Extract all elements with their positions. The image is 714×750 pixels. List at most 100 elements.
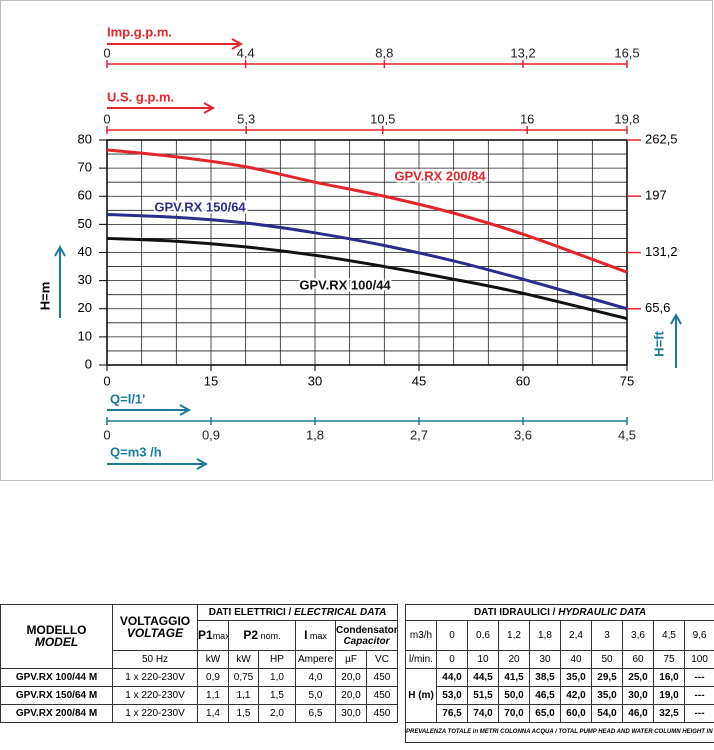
- group-header: DATI ELETTRICI / ELECTRICAL DATA: [197, 604, 398, 621]
- tick-label: 4,4: [237, 45, 255, 60]
- table-cell: 46,0: [622, 704, 654, 723]
- table-cell: 53,0: [436, 686, 468, 705]
- model-header: MODELLO MODEL: [0, 604, 113, 669]
- arrow: [107, 102, 216, 114]
- cell-text: 3: [604, 630, 610, 641]
- cell-text: P2: [243, 627, 259, 642]
- cell-text: I: [304, 627, 308, 642]
- y2-tick-label: 262,5: [645, 131, 678, 146]
- table-cell: 0,6: [467, 620, 499, 651]
- cell-text: ELECTRICAL DATA: [294, 607, 387, 618]
- table-cell: 0,9: [197, 668, 229, 687]
- cell-text: 30: [539, 654, 551, 665]
- tick-label: 10,5: [370, 111, 395, 126]
- table-cell: 450: [366, 668, 398, 687]
- cell-text: 50: [601, 654, 613, 665]
- cell-text: VOLTAGGIO: [119, 613, 191, 628]
- cell-text: 40: [570, 654, 582, 665]
- cell-text: 35,0: [566, 672, 586, 683]
- cell-text: 1,1: [206, 690, 220, 701]
- cell-text: 1,4: [206, 708, 220, 719]
- tick-label: 0,9: [202, 427, 220, 442]
- table-cell: 50 Hz: [112, 650, 198, 669]
- table-cell: 60,0: [560, 704, 592, 723]
- table-cell: GPV.RX 150/64 M: [0, 686, 113, 705]
- x-axis-label: Q=l/1': [110, 391, 145, 406]
- x-tick-label: 30: [308, 373, 322, 388]
- table-cell: 1,2: [498, 620, 530, 651]
- table-cell: GPV.RX 100/44 M: [0, 668, 113, 687]
- arrow: [107, 458, 209, 470]
- tick-label: 0: [103, 111, 110, 126]
- cell-text: VOLTAGE: [126, 625, 184, 640]
- cell-text: 0,75: [233, 672, 254, 683]
- cell-text: 51,5: [473, 690, 493, 701]
- cell-text: ---: [694, 672, 705, 683]
- table-cell: 1 x 220-230V: [112, 704, 198, 723]
- chart-frame: [0, 0, 713, 481]
- cell-text: 4,0: [308, 672, 323, 683]
- y-tick-label: 40: [78, 244, 92, 259]
- y2-axis-label: H=ft: [651, 331, 666, 357]
- cell-text: 70,0: [504, 708, 524, 719]
- series-label: GPV.RX 150/64: [154, 199, 246, 214]
- table-cell: 32,5: [653, 704, 685, 723]
- cell-text: m3/h: [409, 630, 433, 641]
- table-cell: 20,0: [335, 686, 367, 705]
- cell-text: 50 Hz: [141, 654, 169, 665]
- cell-text: 75: [663, 654, 675, 665]
- cell-text: 450: [373, 708, 391, 719]
- table-cell: ---: [683, 704, 714, 723]
- tick-label: 19,8: [614, 111, 639, 126]
- cell-text: 1,5: [236, 708, 251, 719]
- cell-text: 20,0: [341, 672, 361, 683]
- arrow: [107, 38, 244, 50]
- cell-text: ---: [694, 708, 705, 719]
- table-cell: kW: [228, 650, 259, 669]
- cell-text: MODEL: [34, 634, 79, 649]
- series-label: GPV.RX 100/44: [299, 277, 391, 292]
- y2-tick-label: 131,2: [645, 244, 678, 259]
- cell-text: 46,5: [535, 690, 555, 701]
- table-cell: 6,5: [295, 704, 336, 723]
- cell-text: 20: [508, 654, 520, 665]
- cell-text: 0,6: [476, 630, 490, 641]
- cell-text: 74,0: [473, 708, 493, 719]
- cell-text: kW: [236, 654, 251, 665]
- table-cell: 100: [683, 650, 714, 669]
- table-cell: 25,0: [622, 668, 654, 687]
- table-row: MODELLO MODEL VOLTAGGIO VOLTAGE DATI ELETTRI…: [0, 604, 714, 669]
- axis-label: Q=m3 /h: [110, 444, 162, 459]
- table-row: P1max P2 nom. I max Condensatore Capacitor m3…: [1, 620, 714, 651]
- cell-text: 76,5: [442, 708, 462, 719]
- group-header: DATI IDRAULICI / HYDRAULIC DATA: [404, 604, 714, 621]
- curve: [106, 148, 628, 274]
- cell-text: 65,0: [535, 708, 555, 719]
- tick-label: 13,2: [510, 45, 535, 60]
- table-cell: 30,0: [622, 686, 654, 705]
- table-cell: Ampere: [295, 650, 336, 669]
- table-cell: 450: [366, 686, 398, 705]
- table-cell: 1 x 220-230V: [112, 668, 198, 687]
- cell-text: DATI ELETTRICI /: [208, 607, 295, 618]
- cell-text: kW: [205, 654, 221, 665]
- cell-text: 44,0: [442, 672, 462, 683]
- cell-text: 30,0: [628, 690, 648, 701]
- table-cell: 1,1: [228, 686, 259, 705]
- table-cell: 1,8: [529, 620, 561, 651]
- x-tick-label: 15: [204, 373, 218, 388]
- cell-text: 6,5: [308, 708, 323, 719]
- cell-text: 25,0: [628, 672, 648, 683]
- tick-label: 0: [103, 427, 110, 442]
- table-cell: 1,5: [258, 686, 296, 705]
- table-cell: 10: [467, 650, 499, 669]
- table-cell: 0: [436, 620, 468, 651]
- table-cell: ---: [683, 668, 714, 687]
- cell-text: µF: [345, 654, 357, 665]
- table-cell: Condensatore Capacitor: [335, 620, 398, 651]
- table-cell: 51,5: [467, 686, 499, 705]
- axis-label: Imp.g.p.m.: [107, 24, 172, 39]
- table-cell: 1,1: [197, 686, 229, 705]
- curve: [106, 213, 628, 311]
- table-cell: l/min.: [405, 650, 437, 669]
